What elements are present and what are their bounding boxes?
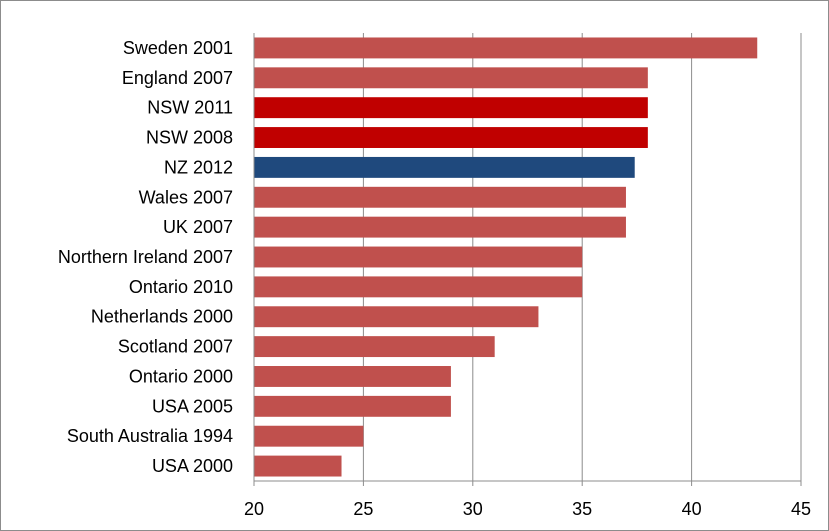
bar (254, 366, 451, 387)
tick-label: 35 (572, 499, 592, 519)
bar (254, 336, 495, 358)
tick-label: 25 (353, 499, 373, 519)
bar (254, 425, 364, 447)
bar (254, 216, 626, 238)
bar (254, 156, 635, 178)
bars (254, 37, 758, 477)
category-label: USA 2000 (152, 456, 233, 476)
category-label: NSW 2011 (147, 98, 233, 118)
category-labels: Sweden 2001 England 2007 NSW 2011 NSW 2008 N… (58, 38, 233, 476)
bar (254, 127, 648, 148)
category-label: Sweden 2001 (123, 38, 233, 58)
bar (254, 455, 342, 477)
tick-label: 40 (682, 499, 702, 519)
bar (254, 306, 539, 328)
bar (254, 67, 648, 89)
category-label: Ontario 2010 (129, 277, 233, 297)
category-label: South Australia 1994 (67, 426, 233, 446)
x-axis-ticks: 20 25 30 35 40 45 (244, 481, 811, 519)
category-label: NZ 2012 (164, 157, 233, 177)
category-label: Northern Ireland 2007 (58, 247, 233, 267)
category-label: UK 2007 (163, 217, 233, 237)
bar (254, 37, 758, 59)
tick-label: 45 (791, 499, 811, 519)
category-label: Ontario 2000 (129, 366, 233, 386)
category-label: England 2007 (122, 68, 233, 88)
bar (254, 395, 451, 417)
bar (254, 276, 583, 298)
category-label: Netherlands 2000 (91, 307, 233, 327)
category-label: USA 2005 (152, 396, 233, 416)
category-label: Wales 2007 (139, 187, 233, 207)
bar (254, 97, 648, 119)
bar (254, 246, 583, 268)
bar (254, 186, 626, 208)
tick-label: 30 (463, 499, 483, 519)
tick-label: 20 (244, 499, 264, 519)
category-label: NSW 2008 (146, 128, 233, 148)
category-label: Scotland 2007 (118, 337, 233, 357)
